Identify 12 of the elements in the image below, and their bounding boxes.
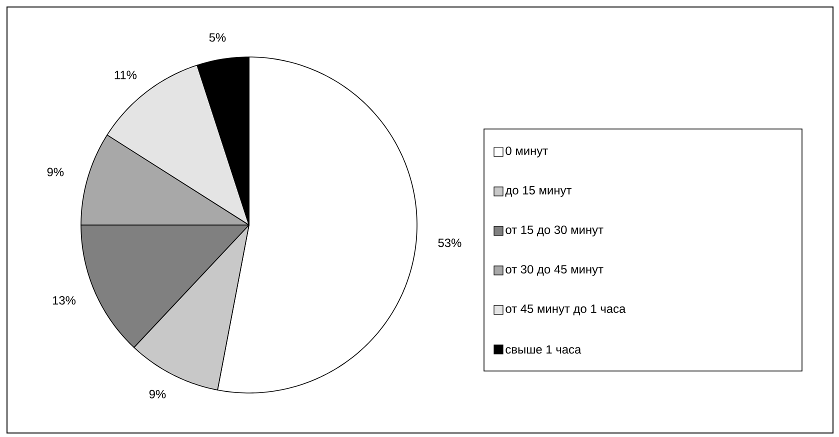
data-label: 53% [438, 238, 462, 248]
data-label: 11% [114, 70, 137, 80]
data-label: 9% [149, 390, 166, 398]
data-label: 9% [47, 168, 64, 176]
data-label: 5% [209, 33, 226, 42]
legend-label: свыше 1 часа [506, 345, 582, 354]
legend-label: от 45 минут до 1 часа [506, 304, 626, 316]
legend-label: 0 минут [506, 146, 548, 158]
data-label: 13% [52, 296, 76, 305]
legend-label: от 30 до 45 минут [506, 265, 604, 276]
legend-label: до 15 минут [505, 186, 572, 197]
legend-label: от 15 до 30 минут [506, 226, 604, 236]
